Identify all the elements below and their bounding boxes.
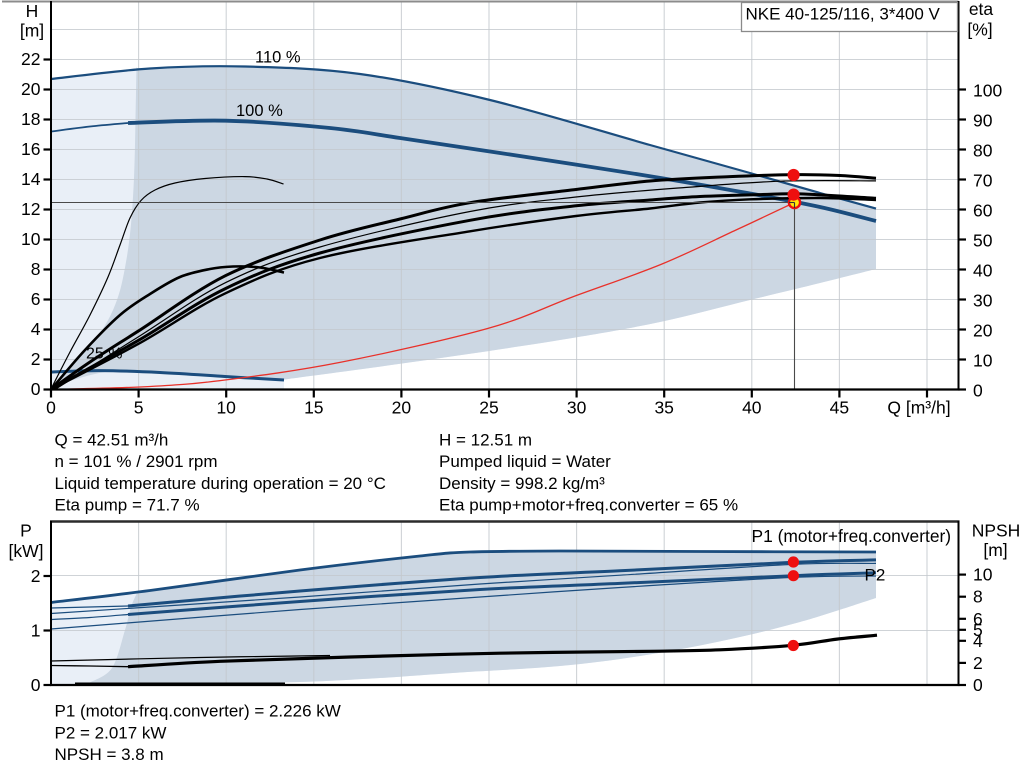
svg-text:2: 2	[31, 566, 41, 586]
svg-text:P: P	[20, 521, 32, 541]
svg-text:4: 4	[973, 631, 983, 651]
svg-text:Eta pump+motor+freq.converter: Eta pump+motor+freq.converter = 65 %	[439, 496, 738, 515]
svg-text:6: 6	[973, 609, 983, 629]
svg-text:Eta pump = 71.7 %: Eta pump = 71.7 %	[55, 496, 200, 515]
svg-text:100 %: 100 %	[236, 102, 283, 120]
svg-text:20: 20	[21, 79, 41, 99]
svg-text:14: 14	[21, 169, 41, 189]
svg-text:10: 10	[973, 351, 993, 371]
svg-text:Q = 42.51 m³/h: Q = 42.51 m³/h	[55, 430, 169, 449]
svg-text:eta: eta	[969, 0, 994, 19]
svg-text:12: 12	[21, 199, 40, 219]
svg-text:0: 0	[31, 379, 41, 399]
svg-text:8: 8	[973, 587, 983, 607]
svg-text:22: 22	[21, 49, 40, 69]
svg-text:10: 10	[21, 229, 41, 249]
svg-text:6: 6	[31, 289, 41, 309]
svg-text:P2: P2	[865, 566, 886, 585]
svg-text:NPSH = 3.8 m: NPSH = 3.8 m	[55, 745, 164, 764]
svg-text:4: 4	[31, 319, 41, 339]
svg-text:Pumped liquid = Water: Pumped liquid = Water	[439, 452, 611, 471]
svg-text:35: 35	[654, 398, 673, 418]
svg-text:5: 5	[134, 398, 144, 418]
svg-text:15: 15	[304, 398, 323, 418]
svg-text:[m]: [m]	[983, 540, 1007, 560]
svg-text:90: 90	[973, 111, 993, 131]
svg-text:2: 2	[31, 349, 41, 369]
svg-text:[kW]: [kW]	[9, 541, 44, 561]
svg-text:2: 2	[973, 653, 983, 673]
svg-text:0: 0	[973, 675, 983, 695]
svg-text:100: 100	[973, 81, 1002, 101]
svg-text:NKE 40-125/116, 3*400 V: NKE 40-125/116, 3*400 V	[746, 5, 941, 24]
svg-text:[m]: [m]	[20, 21, 44, 41]
svg-text:P2 = 2.017 kW: P2 = 2.017 kW	[55, 723, 167, 742]
svg-text:16: 16	[21, 139, 40, 159]
svg-text:40: 40	[973, 261, 993, 281]
svg-text:45: 45	[830, 398, 849, 418]
svg-text:30: 30	[973, 291, 993, 311]
svg-text:20: 20	[392, 398, 412, 418]
svg-text:50: 50	[973, 231, 993, 251]
svg-text:P1 (motor+freq.converter): P1 (motor+freq.converter)	[752, 526, 952, 546]
svg-text:10: 10	[973, 565, 993, 585]
svg-text:8: 8	[31, 259, 41, 279]
svg-text:1: 1	[31, 620, 41, 640]
svg-text:NPSH: NPSH	[972, 521, 1021, 541]
svg-text:H: H	[26, 1, 39, 21]
svg-text:Liquid temperature during oper: Liquid temperature during operation = 20…	[55, 474, 386, 493]
svg-text:30: 30	[567, 398, 587, 418]
svg-text:0: 0	[46, 398, 56, 418]
svg-text:10: 10	[216, 398, 236, 418]
svg-text:[%]: [%]	[967, 20, 992, 40]
svg-text:P1 (motor+freq.converter) = 2.: P1 (motor+freq.converter) = 2.226 kW	[55, 702, 341, 721]
svg-text:25: 25	[479, 398, 498, 418]
svg-text:H = 12.51 m: H = 12.51 m	[439, 430, 532, 449]
svg-text:70: 70	[973, 171, 993, 191]
svg-text:Density = 998.2 kg/m³: Density = 998.2 kg/m³	[439, 474, 605, 493]
svg-text:80: 80	[973, 141, 993, 161]
svg-text:n = 101 % / 2901 rpm: n = 101 % / 2901 rpm	[55, 452, 218, 471]
svg-text:110 %: 110 %	[255, 49, 301, 67]
svg-text:25 %: 25 %	[86, 346, 122, 363]
svg-text:0: 0	[31, 675, 41, 695]
svg-text:Q [m³/h]: Q [m³/h]	[887, 398, 950, 418]
svg-text:40: 40	[742, 398, 762, 418]
svg-text:5: 5	[973, 620, 983, 640]
svg-text:0: 0	[973, 381, 983, 401]
svg-text:18: 18	[21, 109, 40, 129]
svg-text:20: 20	[973, 321, 993, 341]
svg-text:60: 60	[973, 201, 993, 221]
